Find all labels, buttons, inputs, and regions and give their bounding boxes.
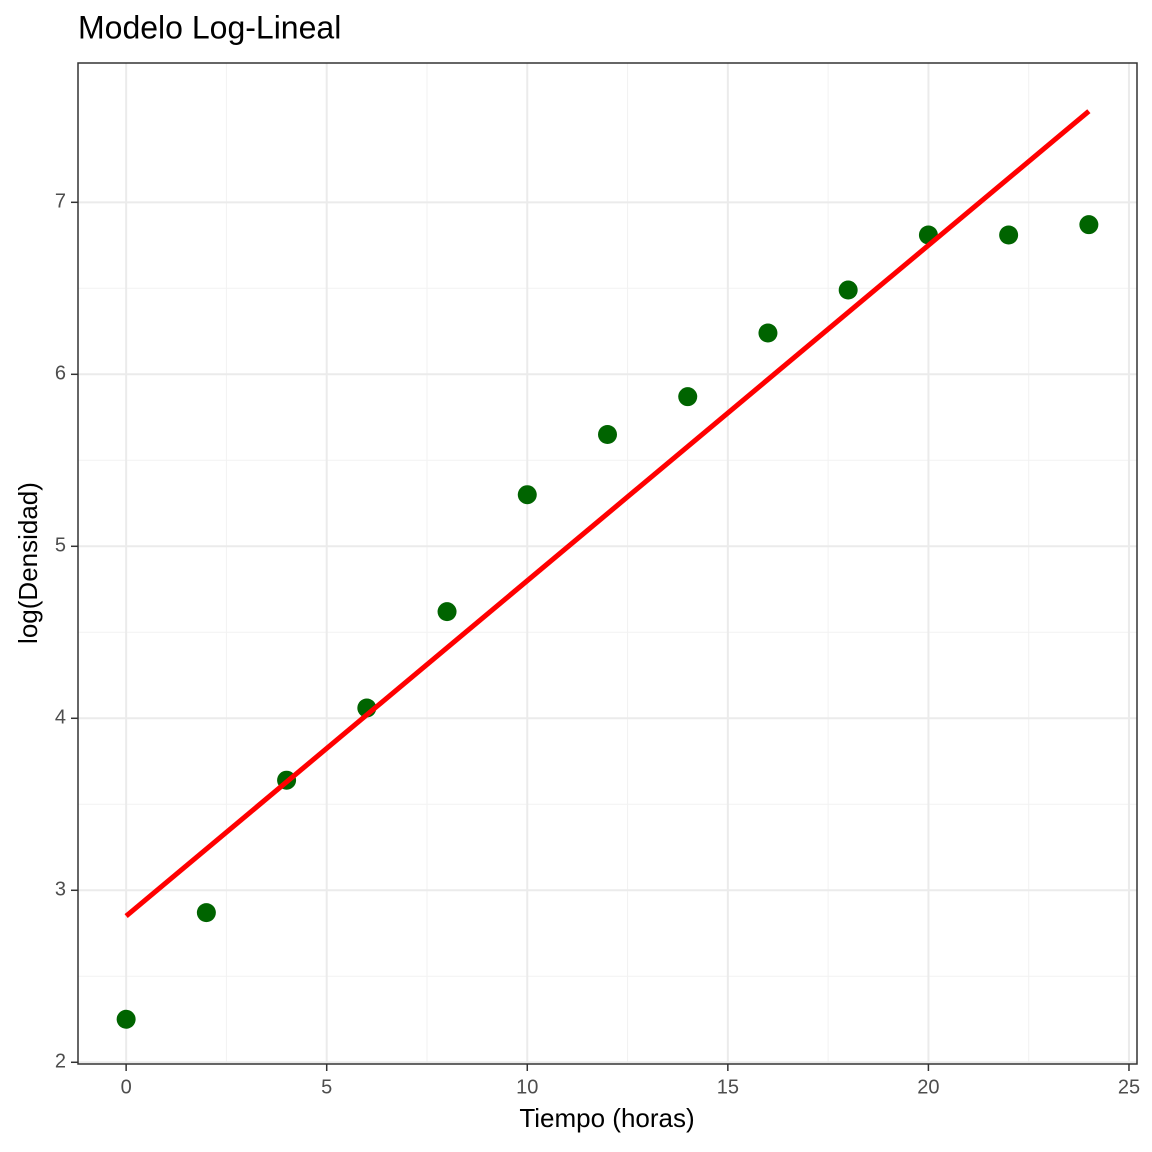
y-tick-label: 2 [55, 1051, 66, 1073]
point [838, 280, 858, 300]
point [678, 387, 698, 407]
x-tick-label: 10 [516, 1076, 538, 1098]
y-tick-label: 4 [55, 707, 66, 729]
x-axis-title: Tiempo (horas) [519, 1103, 694, 1133]
x-tick-label: 20 [917, 1076, 939, 1098]
fit-line [124, 109, 1091, 919]
point [196, 903, 216, 923]
point [758, 323, 778, 343]
point [116, 1009, 136, 1029]
x-tick-label: 25 [1118, 1076, 1140, 1098]
y-tick-label: 7 [55, 191, 66, 213]
x-tick-label: 0 [121, 1076, 132, 1098]
chart-title: Modelo Log-Lineal [78, 9, 341, 45]
y-axis-title: log(Densidad) [13, 482, 43, 644]
point [999, 225, 1019, 245]
point [1079, 215, 1099, 235]
y-tick-label: 6 [55, 363, 66, 385]
x-tick-label: 5 [321, 1076, 332, 1098]
point [517, 485, 537, 505]
x-tick-label: 15 [717, 1076, 739, 1098]
panel-border [77, 62, 1138, 1065]
y-tick-label: 5 [55, 535, 66, 557]
point [437, 602, 457, 622]
y-tick-label: 3 [55, 879, 66, 901]
point [598, 425, 617, 445]
